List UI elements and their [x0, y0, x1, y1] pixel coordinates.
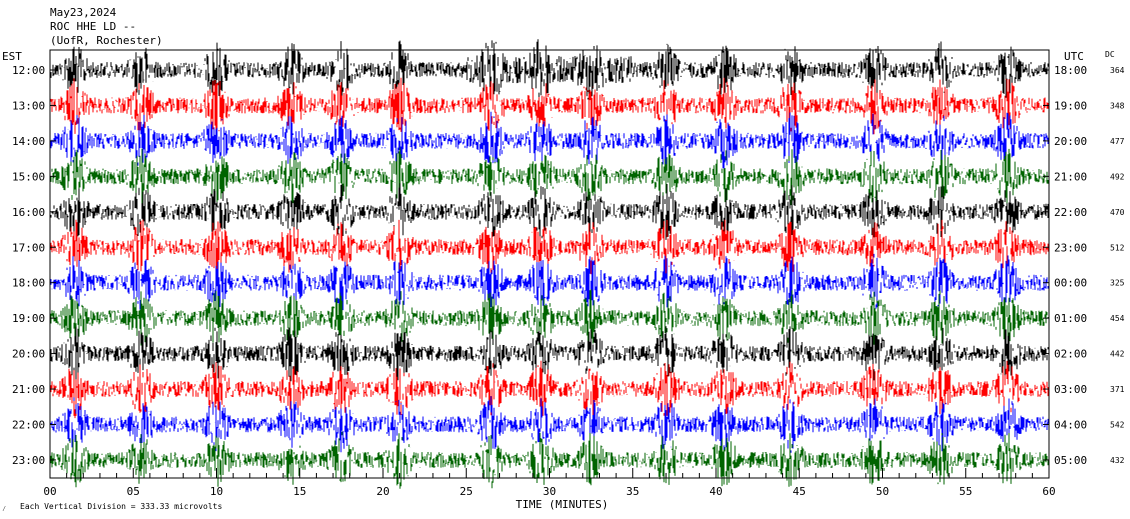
utc-label: 01:00	[1054, 312, 1087, 325]
utc-label: 05:00	[1054, 454, 1087, 467]
utc-label: 23:00	[1054, 241, 1087, 254]
utc-label: 20:00	[1054, 135, 1087, 148]
x-tick-label: 50	[876, 485, 889, 498]
utc-label: 21:00	[1054, 170, 1087, 183]
x-tick-label: 35	[626, 485, 639, 498]
trace-1200	[49, 39, 1050, 100]
x-tick-label: 10	[210, 485, 223, 498]
dc-value: 512	[1110, 243, 1125, 252]
utc-label: 00:00	[1054, 277, 1087, 290]
dc-header-label: DC	[1105, 50, 1115, 59]
x-axis-label: TIME (MINUTES)	[516, 498, 609, 511]
est-label: 18:00	[12, 277, 45, 290]
x-axis: 00 05 10 15 20 25 30 35 40 45 50 55 60	[43, 485, 1055, 498]
utc-label: 18:00	[1054, 64, 1087, 77]
dc-value: 371	[1110, 385, 1125, 394]
x-tick-label: 25	[460, 485, 473, 498]
est-label: 19:00	[12, 312, 45, 325]
dc-value: 364	[1110, 66, 1125, 75]
dc-value: 470	[1110, 208, 1125, 217]
x-tick-label: 40	[709, 485, 722, 498]
est-label: 21:00	[12, 383, 45, 396]
x-tick-label: 55	[959, 485, 972, 498]
scale-mark: ⁄	[2, 505, 6, 513]
left-timezone-label: EST	[2, 50, 22, 63]
row-labels: 12:00 18:00 364 13:00 19:00 348 14:00 20:00 477 1…	[12, 64, 1125, 467]
utc-label: 04:00	[1054, 419, 1087, 432]
scale-note: Each Vertical Division = 333.33 microvol…	[20, 502, 222, 511]
x-tick-label: 45	[793, 485, 806, 498]
est-label: 20:00	[12, 348, 45, 361]
header-station: ROC HHE LD --	[50, 20, 136, 33]
utc-label: 22:00	[1054, 206, 1087, 219]
utc-label: 02:00	[1054, 348, 1087, 361]
plot-frame	[49, 49, 1050, 479]
header-network: (UofR, Rochester)	[50, 34, 163, 47]
trace-1400	[49, 111, 1050, 171]
trace-layer	[49, 39, 1050, 489]
x-tick-label: 00	[43, 485, 56, 498]
trace-1500	[49, 147, 1050, 206]
dc-value: 325	[1110, 279, 1125, 288]
x-tick-label: 30	[543, 485, 556, 498]
est-label: 22:00	[12, 419, 45, 432]
trace-2100	[49, 360, 1050, 419]
trace-1800	[49, 253, 1050, 311]
utc-label: 03:00	[1054, 383, 1087, 396]
est-label: 16:00	[12, 206, 45, 219]
est-label: 15:00	[12, 170, 45, 183]
dc-value: 442	[1110, 350, 1125, 359]
right-timezone-label: UTC	[1064, 50, 1084, 63]
x-tick-label: 05	[127, 485, 140, 498]
est-label: 17:00	[12, 241, 45, 254]
est-label: 13:00	[12, 99, 45, 112]
trace-2000	[49, 326, 1050, 382]
minute-grid	[49, 468, 1050, 478]
dc-value: 477	[1110, 137, 1125, 146]
trace-2200	[49, 396, 1050, 453]
est-label: 14:00	[12, 135, 45, 148]
x-tick-label: 20	[376, 485, 389, 498]
header-date: May23,2024	[50, 6, 117, 19]
dc-value: 348	[1110, 101, 1125, 110]
dc-value: 542	[1110, 421, 1125, 430]
est-label: 12:00	[12, 64, 45, 77]
x-tick-label: 15	[293, 485, 306, 498]
x-tick-label: 60	[1042, 485, 1055, 498]
est-label: 23:00	[12, 454, 45, 467]
trace-1700	[49, 219, 1050, 276]
utc-label: 19:00	[1054, 99, 1087, 112]
dc-value: 492	[1110, 172, 1125, 181]
dc-value: 454	[1110, 314, 1125, 323]
dc-value: 432	[1110, 456, 1125, 465]
